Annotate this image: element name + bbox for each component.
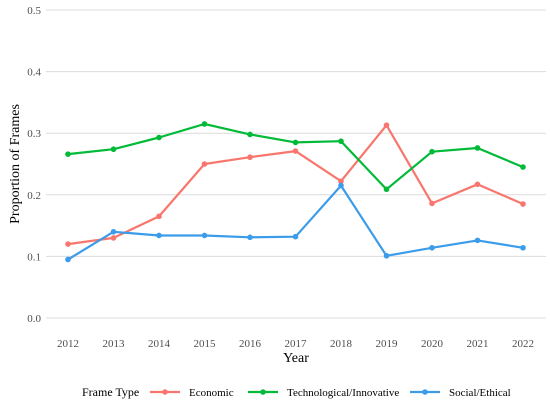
y-tick-label: 0.5 bbox=[27, 5, 41, 17]
legend-item: Social/Ethical bbox=[410, 387, 511, 399]
x-tick-label: 2013 bbox=[103, 338, 126, 350]
data-point bbox=[247, 154, 253, 161]
legend-key-point bbox=[422, 389, 428, 395]
data-point bbox=[247, 234, 253, 241]
y-tick-label: 0.1 bbox=[27, 251, 41, 263]
data-point bbox=[292, 139, 299, 146]
x-tick-label: 2017 bbox=[285, 338, 308, 350]
data-point bbox=[383, 252, 390, 259]
data-point bbox=[383, 186, 390, 193]
x-tick-label: 2020 bbox=[421, 338, 444, 350]
data-point bbox=[429, 200, 435, 207]
data-point bbox=[201, 161, 208, 167]
series-2 bbox=[65, 182, 526, 263]
data-point bbox=[520, 164, 526, 170]
series-line bbox=[67, 122, 524, 191]
data-point bbox=[383, 122, 390, 128]
series-layer bbox=[65, 121, 526, 263]
series-0 bbox=[65, 122, 526, 247]
data-point bbox=[65, 256, 71, 263]
data-point bbox=[338, 182, 344, 189]
data-point bbox=[338, 138, 344, 145]
x-tick-label: 2015 bbox=[194, 338, 217, 350]
legend: Frame Type Economic Technological/Innovat… bbox=[82, 385, 511, 399]
x-tick-label: 2019 bbox=[376, 338, 399, 350]
legend-label: Technological/Innovative bbox=[287, 387, 399, 399]
y-tick-label: 0.3 bbox=[27, 128, 41, 140]
x-axis-title: Year bbox=[283, 351, 309, 366]
data-point bbox=[520, 201, 526, 207]
x-tick-label: 2022 bbox=[512, 338, 534, 350]
data-point bbox=[156, 213, 162, 220]
data-point bbox=[65, 241, 71, 247]
data-point bbox=[201, 121, 208, 127]
legend-item: Economic bbox=[150, 387, 234, 399]
x-tick-label: 2016 bbox=[239, 338, 262, 350]
data-point bbox=[247, 131, 253, 138]
data-point bbox=[520, 244, 526, 251]
y-axis-ticks: 0.0 0.1 0.2 0.3 0.4 0.5 bbox=[27, 5, 41, 325]
x-tick-label: 2021 bbox=[467, 338, 489, 350]
data-point bbox=[474, 237, 481, 244]
legend-key-point bbox=[260, 389, 266, 395]
legend-item: Technological/Innovative bbox=[248, 387, 399, 399]
legend-label: Economic bbox=[189, 387, 234, 399]
data-point bbox=[474, 181, 481, 188]
data-point bbox=[474, 145, 481, 151]
gridlines bbox=[46, 9, 546, 319]
y-tick-label: 0.4 bbox=[27, 67, 41, 79]
data-point bbox=[429, 148, 435, 155]
legend-label: Social/Ethical bbox=[449, 387, 511, 399]
series-1 bbox=[65, 121, 526, 193]
y-tick-label: 0.2 bbox=[27, 190, 41, 202]
data-point bbox=[110, 146, 117, 153]
data-point bbox=[292, 148, 299, 154]
x-tick-label: 2018 bbox=[330, 338, 353, 350]
x-axis-ticks: 2012 2013 2014 2015 2016 2017 2018 2019 2020 2021… bbox=[57, 338, 534, 350]
data-point bbox=[156, 232, 162, 239]
data-point bbox=[156, 134, 162, 141]
x-tick-label: 2014 bbox=[148, 338, 171, 350]
data-point bbox=[65, 151, 71, 157]
data-point bbox=[292, 233, 299, 240]
data-point bbox=[110, 235, 117, 241]
x-tick-label: 2012 bbox=[57, 338, 79, 350]
y-axis-title: Proportion of Frames bbox=[8, 104, 23, 224]
data-point bbox=[429, 244, 435, 251]
y-tick-label: 0.0 bbox=[27, 313, 41, 325]
data-point bbox=[110, 228, 117, 235]
data-point bbox=[201, 232, 208, 239]
legend-key-point bbox=[162, 389, 168, 395]
series-line bbox=[67, 184, 524, 261]
data-point bbox=[338, 178, 344, 185]
legend-title: Frame Type bbox=[82, 385, 139, 399]
